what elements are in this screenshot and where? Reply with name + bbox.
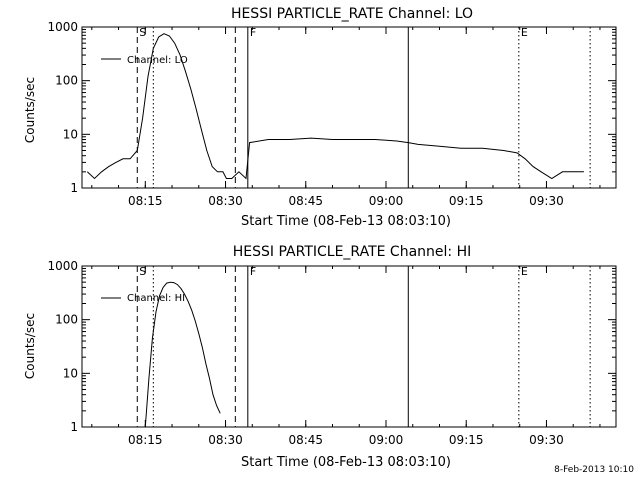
x-axis-label: Start Time (08-Feb-13 08:03:10)	[241, 455, 451, 470]
chart-hi-channel: HESSI PARTICLE_RATE Channel: HI Counts/s…	[23, 244, 617, 470]
event-marker-label: S	[139, 265, 146, 278]
y-tick-label: 1000	[47, 259, 78, 273]
event-marker-label: E	[521, 265, 528, 278]
x-axis-label: Start Time (08-Feb-13 08:03:10)	[241, 214, 451, 229]
x-tick-label: 08:30	[208, 433, 243, 447]
y-tick-label: 10	[63, 366, 78, 380]
y-tick-label: 100	[55, 313, 78, 327]
y-axis-label: Counts/sec	[23, 77, 37, 143]
x-tick-label: 09:15	[449, 433, 484, 447]
x-tick-label: 08:30	[208, 194, 243, 208]
y-tick-label: 100	[55, 74, 78, 88]
x-tick-label: 09:15	[449, 194, 484, 208]
x-tick-label: 09:30	[529, 433, 564, 447]
chart-title: HESSI PARTICLE_RATE Channel: HI	[233, 244, 471, 260]
x-tick-label: 08:15	[128, 194, 163, 208]
y-axis-label: Counts/sec	[23, 313, 37, 379]
event-marker-label: F	[250, 265, 256, 278]
plot-timestamp: 8-Feb-2013 10:10	[554, 465, 634, 475]
series-line	[86, 33, 584, 180]
y-tick-label: 1	[70, 181, 78, 195]
y-tick-label: 1	[70, 420, 78, 434]
x-tick-label: 08:45	[288, 433, 323, 447]
plot-frame	[81, 265, 617, 428]
y-tick-label: 10	[63, 127, 78, 141]
x-tick-label: 08:45	[288, 194, 323, 208]
chart-title: HESSI PARTICLE_RATE Channel: LO	[231, 6, 473, 22]
legend-label: Channel: LO	[127, 55, 188, 66]
x-tick-label: 09:00	[369, 194, 404, 208]
plot-frame	[81, 26, 617, 189]
event-marker-label: S	[139, 26, 146, 39]
x-tick-label: 09:00	[369, 433, 404, 447]
series-line	[144, 281, 221, 428]
chart-lo-channel: HESSI PARTICLE_RATE Channel: LO Counts/s…	[23, 6, 617, 229]
x-tick-label: 09:30	[529, 194, 564, 208]
event-marker-label: F	[250, 26, 256, 39]
x-tick-label: 08:15	[128, 433, 163, 447]
event-marker-label: E	[521, 26, 528, 39]
legend-label: Channel: HI	[127, 293, 185, 304]
y-tick-label: 1000	[47, 20, 78, 34]
